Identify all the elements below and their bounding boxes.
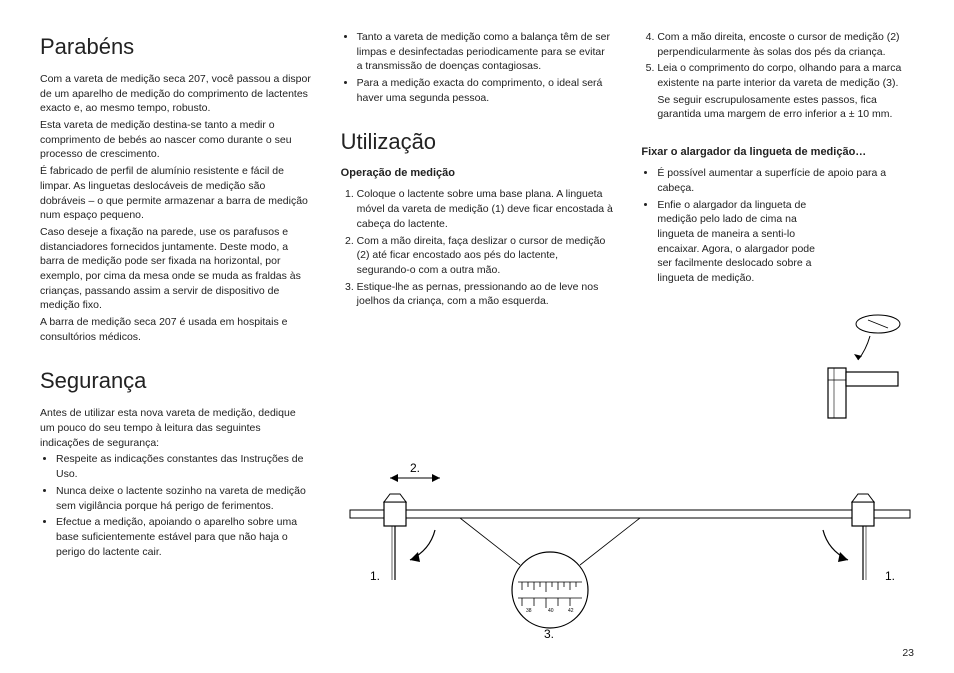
list-item: É possível aumentar a superfície de apoi… [657, 166, 914, 195]
svg-text:38: 38 [526, 608, 532, 614]
list-item: Com a mão direita, faça deslizar o curso… [357, 234, 614, 278]
para: Se seguir escrupulosamente estes passos,… [641, 93, 914, 122]
diagram-label-3: 3. [544, 627, 554, 640]
para: Antes de utilizar esta nova vareta de me… [40, 406, 313, 450]
list-item: Para a medição exacta do comprimento, o … [357, 76, 614, 105]
page-number: 23 [902, 647, 914, 659]
heading-utilizacao: Utilização [341, 129, 614, 155]
subheading-fixar: Fixar o alargador da lingueta de medição… [641, 146, 914, 158]
heading-parabens: Parabéns [40, 34, 313, 60]
list-item: Nunca deixe o lactente sozinho na vareta… [56, 484, 313, 513]
list-item: Leia o comprimento do corpo, olhando par… [657, 61, 914, 90]
measuring-rod-diagram: 38 40 42 2. 1. 1. 3. [340, 460, 920, 640]
list-item: Respeite as indicações constantes das In… [56, 452, 313, 481]
list-item: Tanto a vareta de medição como a balança… [357, 30, 614, 74]
list-item: Efectue a medição, apoiando o aparelho s… [56, 515, 313, 559]
safety-list: Respeite as indicações constantes das In… [40, 452, 313, 559]
column-1: Parabéns Com a vareta de medição seca 20… [40, 30, 313, 561]
diagram-label-1: 1. [370, 569, 380, 583]
para: É fabricado de perfil de alumínio resist… [40, 164, 313, 223]
para: Esta vareta de medição destina-se tanto … [40, 118, 313, 162]
operation-steps: Coloque o lactente sobre uma base plana.… [341, 187, 614, 309]
subheading-operacao: Operação de medição [341, 167, 614, 179]
widener-diagram [790, 310, 910, 440]
heading-seguranca: Segurança [40, 368, 313, 394]
svg-text:40: 40 [548, 608, 554, 614]
list-item: Estique-lhe as pernas, pressionando ao d… [357, 280, 614, 309]
safety-list-cont: Tanto a vareta de medição como a balança… [341, 30, 614, 105]
list-item: Enfie o alargador da lingueta de medição… [657, 198, 817, 286]
diagram-label-1b: 1. [885, 569, 895, 583]
para: A barra de medição seca 207 é usada em h… [40, 315, 313, 344]
list-item: Coloque o lactente sobre uma base plana.… [357, 187, 614, 231]
fixar-list: É possível aumentar a superfície de apoi… [641, 166, 914, 286]
diagram-label-2: 2. [410, 461, 420, 475]
operation-steps-cont: Com a mão direita, encoste o cursor de m… [641, 30, 914, 91]
para: Caso deseje a fixação na parede, use os … [40, 225, 313, 313]
para: Com a vareta de medição seca 207, você p… [40, 72, 313, 116]
svg-text:42: 42 [568, 608, 574, 614]
list-item: Com a mão direita, encoste o cursor de m… [657, 30, 914, 59]
